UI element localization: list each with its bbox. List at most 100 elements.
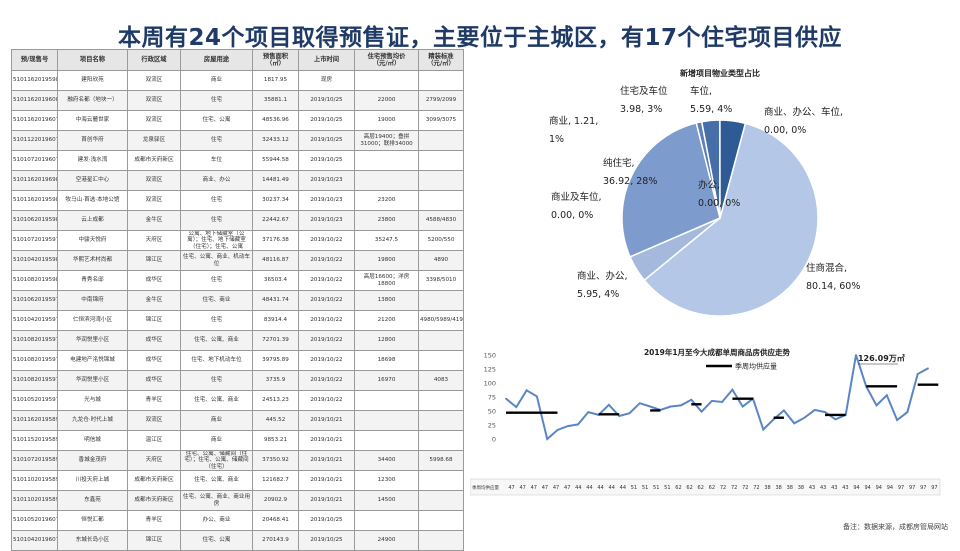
table-cell: 24513.23 — [252, 390, 299, 411]
table-cell: 13800 — [354, 290, 419, 311]
table-cell: 21200 — [354, 310, 419, 331]
weekly-supply-line-chart: 0 25 50 75 100 125 150 2019年1月至今大成都单周商品房供应走势季周均… — [470, 347, 941, 496]
supply-point — [608, 403, 610, 406]
table-cell: 2019/10/25 — [298, 110, 355, 131]
legend-label: 季周均供应量 — [735, 362, 777, 371]
table-cell — [418, 410, 464, 431]
table-cell: 双流区 — [127, 70, 181, 91]
table-cell: 住宅、公寓 — [180, 530, 253, 551]
table-cell: 成都市天府新区 — [127, 470, 181, 491]
table-cell: 2019/10/22 — [298, 270, 355, 291]
supply-point — [916, 373, 919, 375]
data-table-cell: 51 — [664, 485, 670, 491]
table-cell: 2019/10/21 — [298, 430, 355, 451]
table-cell: 270143.9 — [252, 530, 299, 551]
table-cell: 2019/10/22 — [298, 250, 355, 271]
table-cell: 双流区 — [127, 110, 181, 131]
data-table-cell: 72 — [731, 485, 737, 491]
table-cell: 4083 — [418, 370, 464, 391]
table-cell: 51010820195975 — [11, 330, 58, 351]
table-row: 51010720195891香城金茂府天府区住宅、公寓、储藏间（住宅）；住宅、公… — [11, 450, 464, 471]
table-cell: 东鑫苑 — [57, 490, 128, 511]
table-cell: 住宅、公寓、商业、机动车位 — [180, 250, 253, 271]
table-row: 51011620196080融府名都（地块一）双流区住宅35881.12019/… — [11, 90, 464, 111]
table-cell: 光与城 — [57, 390, 128, 411]
table-cell: 1817.95 — [252, 70, 299, 91]
table-cell — [418, 390, 464, 411]
supply-point — [535, 395, 538, 398]
data-table-cell: 44 — [575, 485, 581, 491]
table-cell: 高层19400；叠拼31000；联排34000 — [354, 130, 419, 151]
table-cell: 51010420195981 — [11, 250, 58, 271]
table-cell: 51011020195895 — [11, 470, 58, 491]
supply-point — [690, 398, 693, 401]
supply-series-line — [505, 354, 929, 441]
pie-slice — [643, 122, 819, 317]
table-cell: 住宅、地下机动车位 — [180, 350, 253, 371]
data-table-cell: 72 — [753, 485, 759, 491]
table-cell: 37350.92 — [252, 450, 299, 471]
data-table-cell: 47 — [508, 485, 514, 491]
column-header: 房屋用途 — [180, 49, 253, 71]
table-cell: 34400 — [354, 450, 419, 471]
supply-point — [834, 418, 837, 421]
table-cell: 住宅、公寓、商业 — [180, 470, 253, 491]
data-table-cell: 62 — [686, 485, 692, 491]
table-cell: 3735.9 — [252, 370, 299, 391]
supply-point — [783, 409, 785, 412]
table-cell: 4588/4830 — [418, 210, 464, 231]
data-table-cell: 38 — [798, 485, 804, 491]
table-row: 51010620195979中南锦府金牛区住宅、商业48431.742019/1… — [11, 290, 464, 311]
table-row: 51010820195980青秀名邸成华区住宅36503.42019/10/22… — [11, 270, 464, 291]
pie-slice — [621, 122, 721, 258]
pie-data-label: 商业及车位, — [551, 191, 602, 203]
data-table-cell: 62 — [709, 485, 715, 491]
data-table-cell: 43 — [831, 485, 837, 491]
column-header: 住宅预售均价 （元/㎡） — [354, 49, 419, 71]
table-row: 51011020195895东鑫苑成都市天府新区住宅、公寓、商业、商业用房209… — [11, 490, 464, 511]
table-cell: 3099/3075 — [418, 110, 464, 131]
table-cell: 住宅 — [180, 130, 253, 151]
table-cell: 现房 — [298, 70, 355, 91]
table-cell: 35881.1 — [252, 90, 299, 111]
table-cell: 中海云麓世家 — [57, 110, 128, 131]
table-row: 51010420196071东城长岛小区锦江区住宅、公寓270143.92019… — [11, 530, 464, 551]
table-cell: 首创华府 — [57, 130, 128, 151]
data-table-cell: 43 — [820, 485, 826, 491]
table-header-row: 预/现售号 项目名称 行政区域 房屋用途 预售面积 （㎡） 上市时间 住宅预售均价 （元/㎡… — [11, 49, 464, 71]
table-cell: 温江区 — [127, 430, 181, 451]
table-cell: 51010420195976 — [11, 310, 58, 331]
table-cell: 3398/5010 — [418, 270, 464, 291]
table-cell: 2019/10/21 — [298, 410, 355, 431]
table-cell: 51010720195973 — [11, 230, 58, 251]
table-cell: 51011620195892 — [11, 410, 58, 431]
table-cell — [418, 470, 464, 491]
peak-annotation: 126.09万㎡ — [858, 353, 905, 363]
table-cell: 香城金茂府 — [57, 450, 128, 471]
table-cell: 青羊区 — [127, 390, 181, 411]
supply-point — [824, 411, 826, 414]
supply-point — [906, 411, 909, 414]
table-cell: 商业 — [180, 70, 253, 91]
data-table-cell: 38 — [764, 485, 770, 491]
table-cell: 车位 — [180, 150, 253, 171]
table-cell: 121682.7 — [252, 470, 299, 491]
table-cell: 48536.96 — [252, 110, 299, 131]
supply-point — [793, 422, 796, 425]
table-cell: 牧马山·首选·本地公馆 — [57, 190, 128, 211]
table-cell — [354, 390, 419, 411]
table-cell — [354, 150, 419, 171]
data-table-cell: 97 — [909, 485, 915, 491]
table-cell: 51010820195980 — [11, 270, 58, 291]
supply-point — [566, 425, 569, 428]
column-header: 预售面积 （㎡） — [252, 49, 299, 71]
table-cell: 青羊区 — [127, 510, 181, 531]
pie-data-label: 36.92, 28% — [603, 176, 657, 187]
supply-point — [927, 367, 929, 370]
y-tick-label: 75 — [488, 394, 496, 402]
supply-point — [680, 404, 682, 407]
table-row: 51010720196074建发·浅水湾成都市天府新区车位55944.58201… — [11, 150, 464, 171]
column-header: 行政区域 — [127, 49, 181, 71]
supply-point — [803, 416, 806, 419]
table-row: 51011620196079中海云麓世家双流区住宅、公寓48536.962019… — [11, 110, 464, 131]
